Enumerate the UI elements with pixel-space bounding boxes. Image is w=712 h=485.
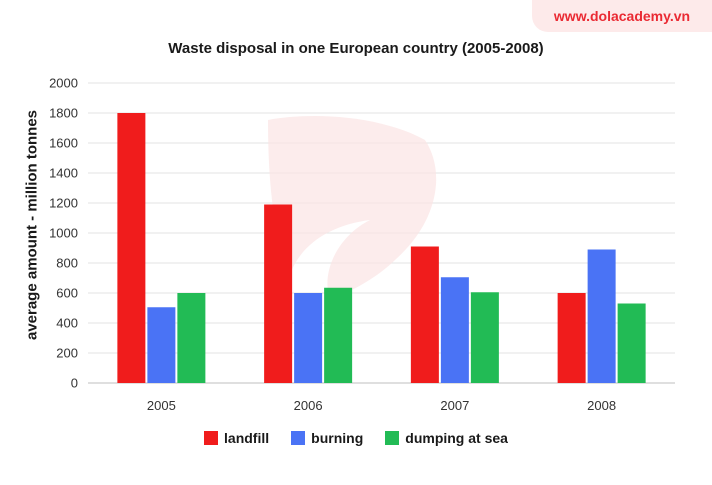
bar-burning-2005 — [147, 307, 176, 383]
bar-burning-2006 — [294, 293, 323, 383]
legend-swatch — [204, 431, 219, 445]
y-tick-label: 600 — [56, 286, 78, 301]
y-tick-label: 400 — [56, 316, 78, 331]
x-tick-label: 2008 — [587, 398, 616, 413]
y-tick-label: 0 — [71, 376, 78, 391]
y-tick-label: 2000 — [49, 76, 78, 91]
legend-swatch — [291, 431, 306, 445]
x-tick-labels: 2005 2006 2007 2008 — [147, 398, 616, 413]
bars — [117, 113, 646, 383]
y-tick-label: 1600 — [49, 136, 78, 151]
legend-item: landfill — [204, 430, 269, 446]
bar-dumping-at-sea-2005 — [177, 293, 206, 383]
y-tick-label: 200 — [56, 346, 78, 361]
legend: landfill burning dumping at sea — [0, 430, 712, 446]
y-tick-label: 1400 — [49, 166, 78, 181]
bar-burning-2007 — [440, 277, 469, 383]
chart-title: Waste disposal in one European country (… — [168, 40, 544, 57]
legend-label: dumping at sea — [405, 430, 508, 446]
y-tick-label: 1000 — [49, 226, 78, 241]
bar-landfill-2006 — [264, 204, 293, 383]
x-tick-label: 2006 — [294, 398, 323, 413]
y-tick-label: 1200 — [49, 196, 78, 211]
bar-landfill-2007 — [410, 246, 439, 383]
x-tick-label: 2007 — [440, 398, 469, 413]
legend-item: dumping at sea — [385, 430, 508, 446]
legend-swatch — [385, 431, 400, 445]
y-tick-labels: 0 200 400 600 800 1000 1200 1400 1600 1800 2000 — [49, 76, 78, 391]
bar-burning-2008 — [587, 249, 616, 383]
y-tick-label: 1800 — [49, 106, 78, 121]
legend-label: landfill — [224, 430, 270, 446]
bar-dumping-at-sea-2008 — [617, 303, 646, 383]
bar-landfill-2005 — [117, 113, 146, 383]
y-tick-label: 800 — [56, 256, 78, 271]
legend-label: burning — [311, 430, 364, 446]
logo-watermark-icon — [268, 116, 437, 300]
legend-item: burning — [291, 430, 363, 446]
bar-dumping-at-sea-2007 — [470, 292, 499, 383]
brand-watermark[interactable]: www.dolacademy.vn — [532, 0, 712, 32]
x-tick-label: 2005 — [147, 398, 176, 413]
bar-dumping-at-sea-2006 — [324, 287, 353, 383]
bar-landfill-2008 — [557, 293, 586, 383]
